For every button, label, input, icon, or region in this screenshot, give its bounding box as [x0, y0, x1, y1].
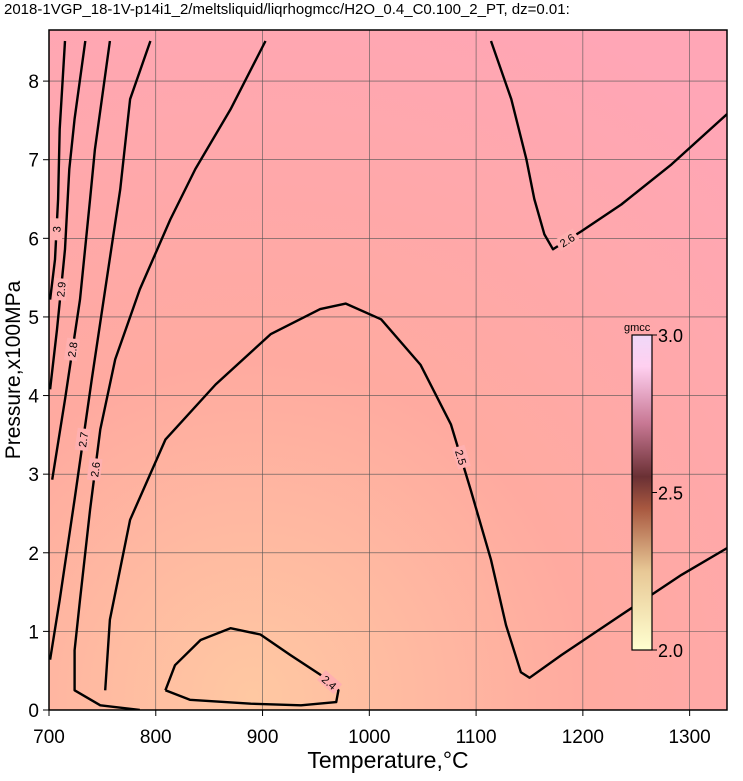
contour-line: [49, 40, 87, 390]
contour-label-bg: [52, 277, 69, 301]
contour-label-bg: [554, 228, 580, 252]
y-tick-label: 7: [28, 151, 39, 172]
y-tick-label: 8: [28, 72, 39, 93]
contour-label-bg: [86, 457, 103, 482]
contour-line: [49, 40, 152, 660]
y-tick-label: 2: [28, 544, 39, 565]
contour-label-bg: [317, 669, 343, 695]
contour-label: 2.7: [77, 431, 91, 448]
plot-frame: [48, 29, 728, 711]
y-axis-label: Pressure,x100MPa: [2, 280, 25, 459]
contour-label: 2.5: [452, 448, 468, 466]
contour-line: [49, 40, 67, 300]
colorbar-tick-label: 3.0: [658, 326, 683, 346]
y-tick-label: 4: [28, 387, 39, 408]
axes: 700 800 900 1000 1100 1200 1300 0 1 2 3 4 5 6 7 8: [28, 29, 728, 748]
colorbar-label: gmcc: [624, 322, 651, 334]
contour-line: [104, 302, 727, 691]
contour-label-bg: [63, 337, 81, 362]
grid: [48, 30, 727, 711]
contour-label: 2.9: [55, 281, 68, 297]
x-tick-label: 1300: [668, 727, 710, 748]
x-tick-label: 1000: [348, 727, 390, 748]
colorbar: gmcc 3.0 2.5 2.0: [624, 322, 683, 661]
plot-background: [49, 30, 727, 710]
x-tick-label: 800: [140, 727, 172, 748]
y-tick-label: 0: [28, 701, 39, 722]
y-tick-label: 3: [28, 465, 39, 486]
y-tick-label: 1: [28, 622, 39, 643]
colorbar-tick-label: 2.0: [658, 641, 683, 661]
y-tick-label: 5: [28, 308, 39, 329]
x-tick-label: 1200: [562, 727, 604, 748]
contour-line: [489, 40, 727, 251]
contour-label-bg: [451, 444, 471, 470]
colorbar-scale: [631, 334, 653, 651]
colorbar-tick-label: 2.5: [658, 484, 683, 504]
x-tick-label: 1100: [456, 727, 497, 748]
chart-title: 2018-1VGP_18-1V-p14i1_2/meltsliquid/liqr…: [4, 1, 570, 18]
x-tick-label: 900: [247, 727, 279, 748]
x-axis-label: Temperature,°C: [307, 747, 468, 773]
contour-label: 3: [51, 226, 63, 233]
contour-label-bg: [74, 427, 91, 452]
contour-line: [51, 40, 112, 480]
contour-label-bg: [49, 217, 64, 241]
contour-label: 2.8: [66, 341, 80, 358]
contour-line: [73, 40, 267, 710]
contours: 2.42.52.62.62.72.82.93: [49, 40, 727, 710]
y-tick-label: 6: [28, 229, 39, 250]
contour-label: 2.6: [89, 461, 103, 478]
contour-line: [164, 627, 340, 707]
x-tick-label: 700: [33, 727, 65, 748]
